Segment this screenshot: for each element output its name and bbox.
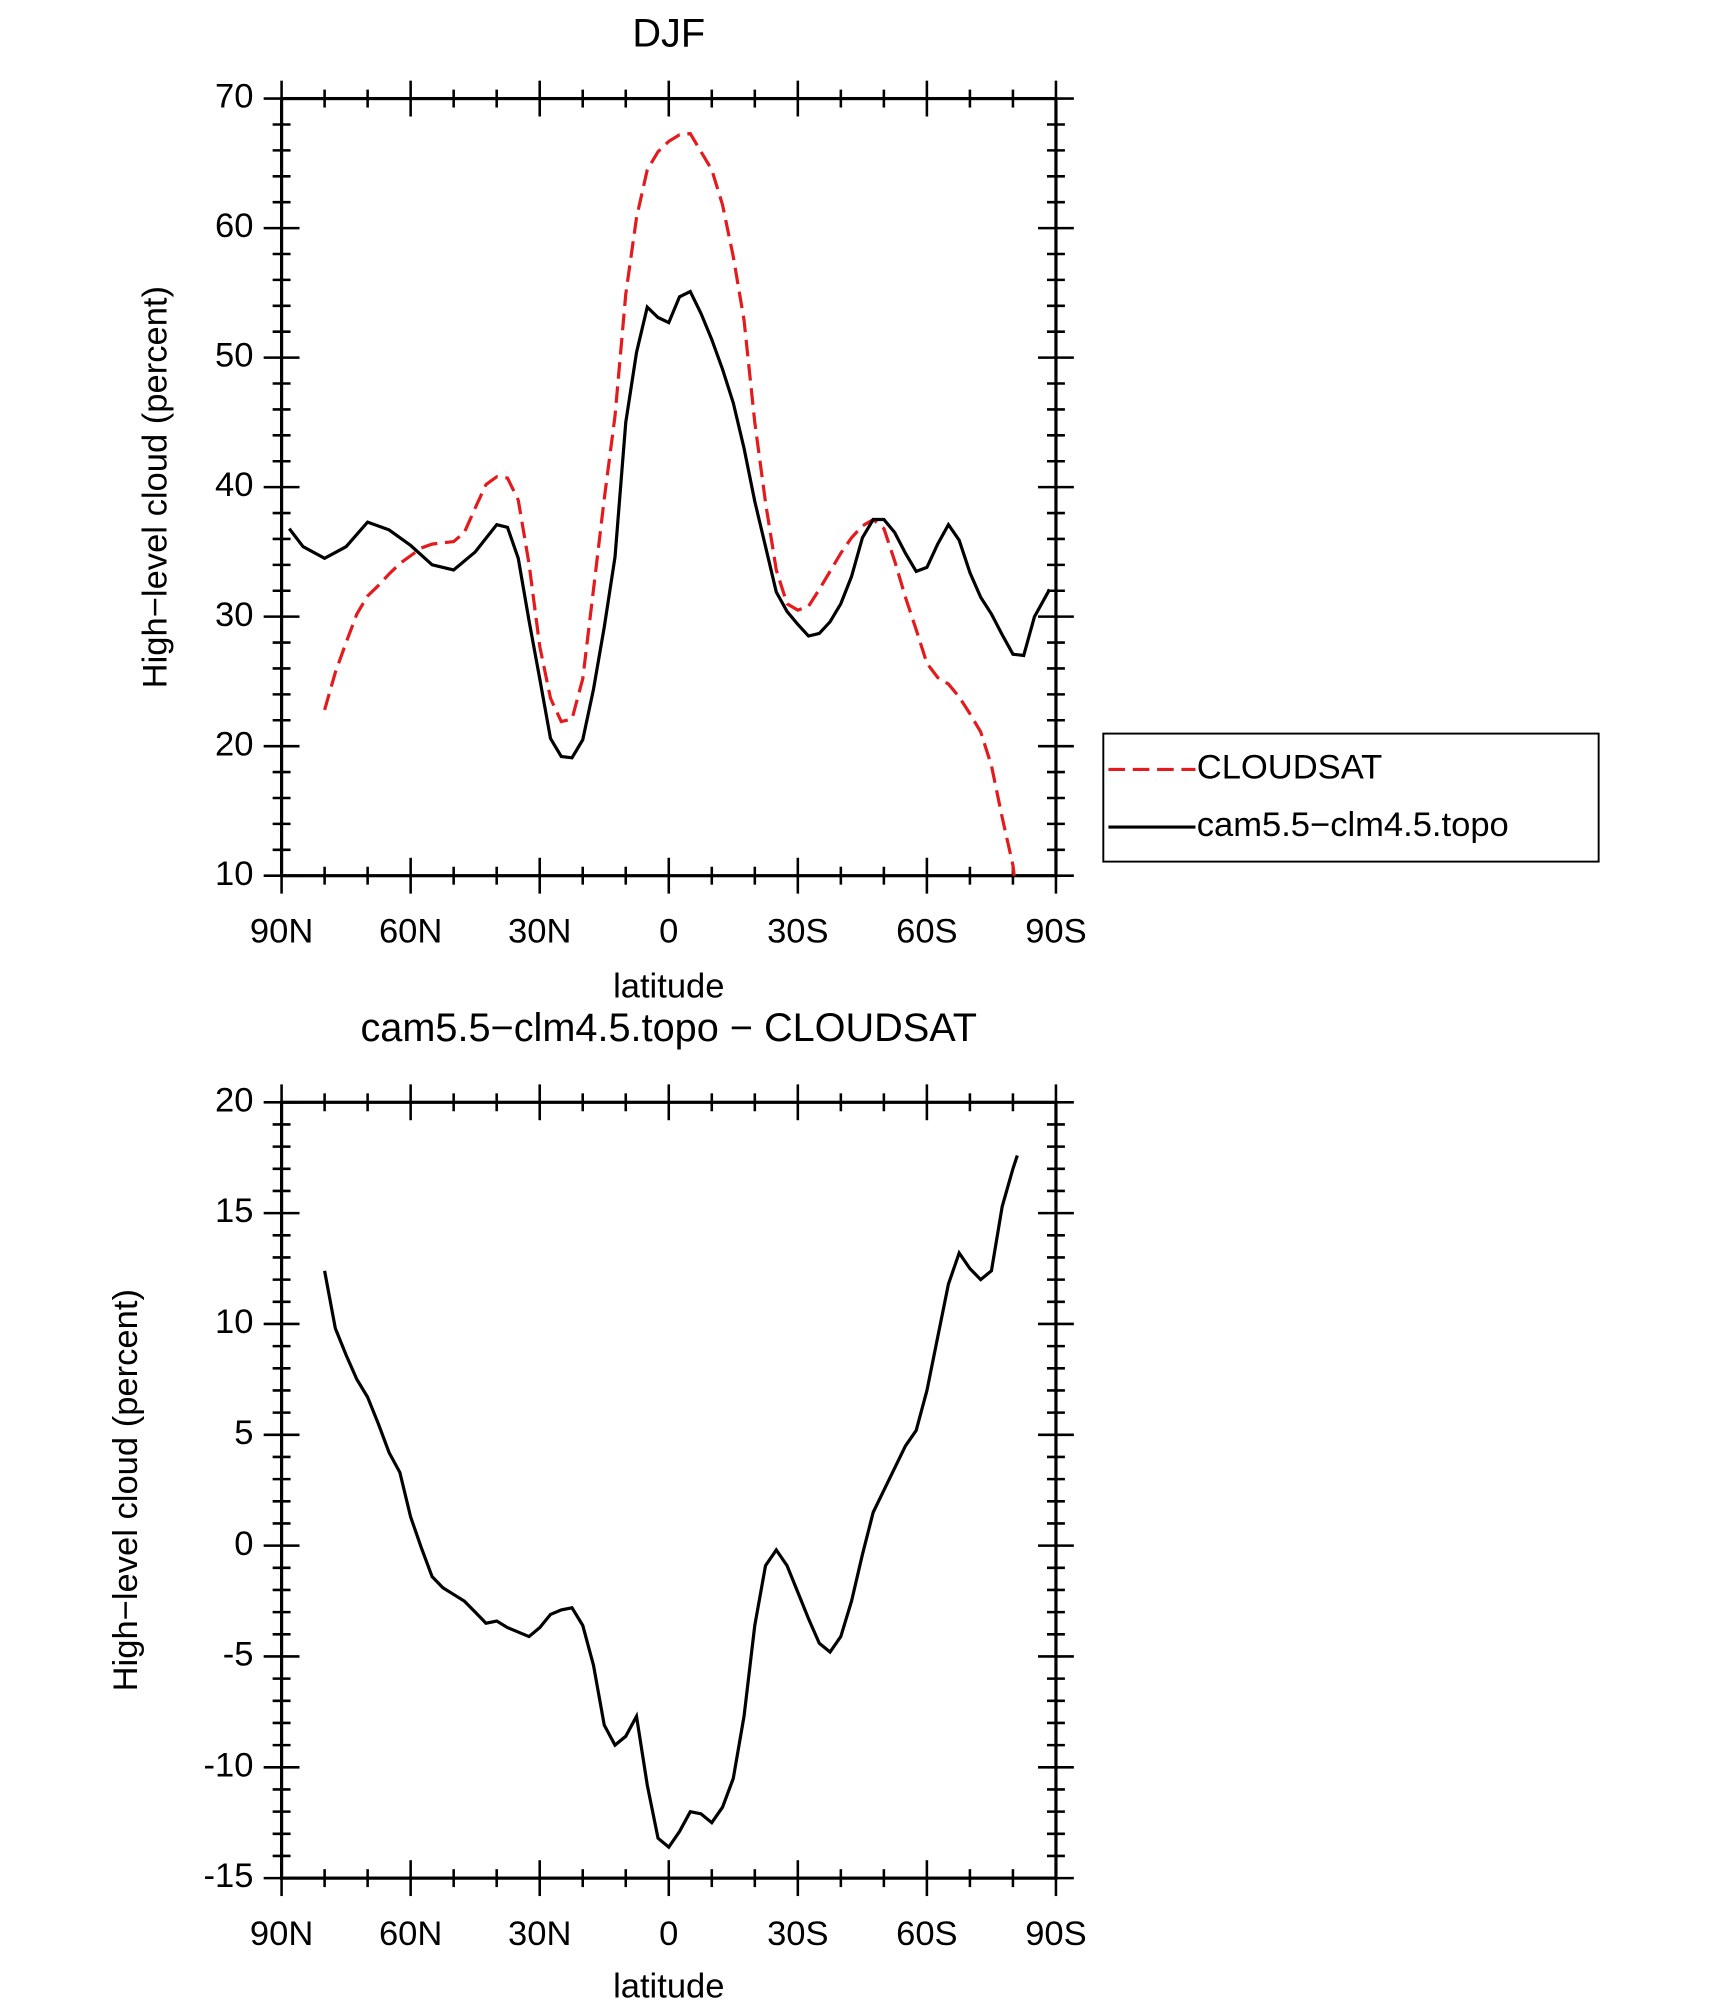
y-axis-label: High−level cloud (percent) <box>107 1289 145 1691</box>
x-tick-label: 30S <box>767 912 828 950</box>
x-tick-label: 90N <box>250 1915 313 1953</box>
x-tick-label: 30S <box>767 1915 828 1953</box>
y-tick-label: 10 <box>215 1303 253 1341</box>
y-tick-label: 50 <box>215 337 253 375</box>
y-tick-label: 5 <box>234 1414 253 1452</box>
x-tick-label: 60N <box>379 1915 442 1953</box>
legend-label: cam5.5−clm4.5.topo <box>1197 806 1509 844</box>
legend-label: CLOUDSAT <box>1197 749 1383 787</box>
data-line <box>323 131 1016 876</box>
y-tick-label: 20 <box>215 1081 253 1119</box>
x-tick-label: 60N <box>379 912 442 950</box>
y-tick-label: 60 <box>215 207 253 245</box>
x-axis-label: latitude <box>613 967 724 1005</box>
y-tick-label: 30 <box>215 596 253 634</box>
x-tick-label: 60S <box>896 1915 957 1953</box>
x-tick-label: 0 <box>659 1915 678 1953</box>
chart-title: cam5.5−clm4.5.topo − CLOUDSAT <box>360 1006 977 1050</box>
data-line <box>287 289 1051 760</box>
chart-title: DJF <box>632 11 705 55</box>
y-tick-label: 15 <box>215 1192 253 1230</box>
y-tick-label: -15 <box>203 1857 253 1895</box>
y-tick-label: 10 <box>215 855 253 893</box>
x-tick-label: 30N <box>508 1915 571 1953</box>
y-tick-label: -5 <box>223 1636 254 1674</box>
legend-box <box>1102 732 1600 863</box>
y-tick-label: 20 <box>215 725 253 763</box>
y-axis-label: High−level cloud (percent) <box>137 286 175 688</box>
x-tick-label: 0 <box>659 912 678 950</box>
y-tick-label: -10 <box>203 1746 253 1784</box>
plot-frame <box>279 96 1058 878</box>
data-line <box>323 1155 1019 1850</box>
plot-frame <box>279 1100 1058 1880</box>
y-tick-label: 0 <box>234 1525 253 1563</box>
x-tick-label: 30N <box>508 912 571 950</box>
y-tick-label: 40 <box>215 466 253 504</box>
x-tick-label: 60S <box>896 912 957 950</box>
x-axis-label: latitude <box>613 1967 724 2005</box>
x-tick-label: 90N <box>250 912 313 950</box>
y-tick-label: 70 <box>215 78 253 116</box>
x-tick-label: 90S <box>1025 912 1086 950</box>
x-tick-label: 90S <box>1025 1915 1086 1953</box>
